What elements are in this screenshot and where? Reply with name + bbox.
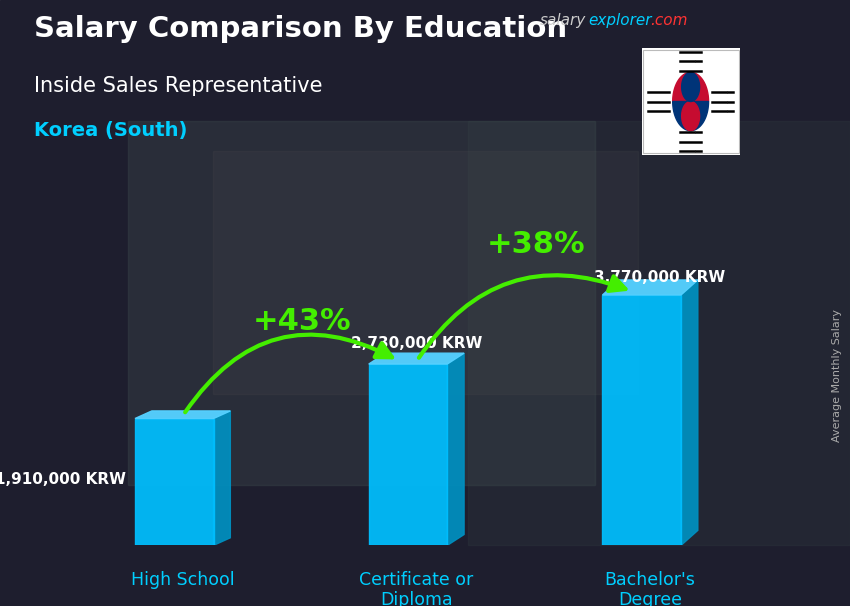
Text: .com: .com	[650, 13, 688, 28]
Text: +38%: +38%	[486, 230, 585, 259]
Text: Certificate or
Diploma: Certificate or Diploma	[360, 571, 473, 606]
Text: 2,730,000 KRW: 2,730,000 KRW	[351, 336, 482, 351]
Text: Korea (South): Korea (South)	[34, 121, 187, 140]
Text: Bachelor's
Degree: Bachelor's Degree	[604, 571, 695, 606]
Polygon shape	[672, 72, 709, 101]
Text: Salary Comparison By Education: Salary Comparison By Education	[34, 15, 567, 43]
Polygon shape	[682, 102, 700, 131]
Text: explorer: explorer	[588, 13, 652, 28]
Bar	[369, 364, 447, 545]
Bar	[603, 295, 681, 545]
Polygon shape	[682, 72, 700, 101]
Bar	[135, 419, 213, 545]
Text: High School: High School	[131, 571, 235, 588]
Polygon shape	[603, 280, 698, 295]
Bar	[128, 121, 595, 485]
Text: 3,770,000 KRW: 3,770,000 KRW	[594, 270, 725, 285]
Polygon shape	[369, 353, 464, 364]
Polygon shape	[447, 353, 464, 545]
Text: Average Monthly Salary: Average Monthly Salary	[832, 309, 842, 442]
Text: salary: salary	[540, 13, 586, 28]
Polygon shape	[213, 411, 230, 545]
Bar	[468, 121, 850, 545]
Text: +43%: +43%	[252, 307, 351, 336]
Bar	[212, 152, 638, 394]
Polygon shape	[135, 411, 230, 419]
Polygon shape	[672, 101, 709, 131]
Polygon shape	[681, 280, 698, 545]
Text: 1,910,000 KRW: 1,910,000 KRW	[0, 472, 126, 487]
Text: Inside Sales Representative: Inside Sales Representative	[34, 76, 322, 96]
